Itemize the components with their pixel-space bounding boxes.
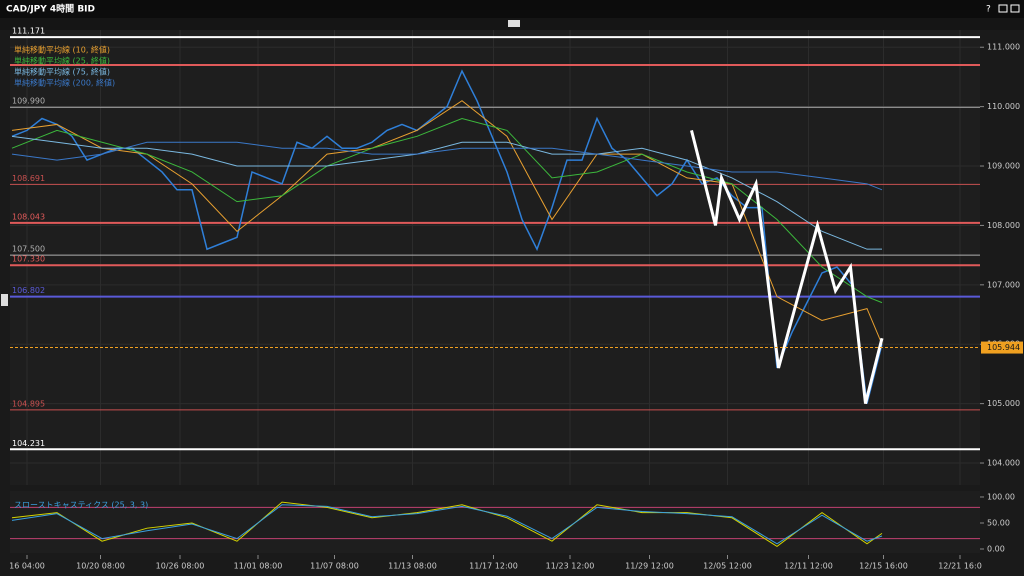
x-tick-label: 11/01 08:00 bbox=[234, 562, 283, 571]
x-tick-label: 11/17 12:00 bbox=[469, 562, 518, 571]
y-tick-label: 107.000 bbox=[987, 280, 1020, 289]
series-line bbox=[11, 117, 883, 304]
window-title: CAD/JPY 4時間 BID bbox=[6, 3, 95, 15]
x-tick-label: 16 04:00 bbox=[9, 562, 45, 571]
y-tick-label: 109.000 bbox=[987, 162, 1020, 171]
help-button[interactable]: ? bbox=[986, 5, 991, 15]
y-tick-label: 50.00 bbox=[987, 518, 1010, 527]
series-line bbox=[11, 504, 883, 545]
x-tick-label: 12/05 12:00 bbox=[703, 562, 752, 571]
zigzag-drawing bbox=[690, 130, 884, 404]
level-label: 104.895 bbox=[12, 399, 45, 408]
title-bar bbox=[0, 0, 1024, 18]
level-label: 107.500 bbox=[12, 245, 45, 254]
level-label: 106.802 bbox=[12, 286, 45, 295]
side-toggle[interactable] bbox=[1, 294, 8, 306]
y-tick-label: 105.000 bbox=[987, 399, 1020, 408]
level-label: 109.990 bbox=[12, 97, 45, 106]
collapse-button[interactable] bbox=[508, 20, 520, 27]
level-label: 108.043 bbox=[12, 212, 45, 221]
x-tick-label: 12/15 16:00 bbox=[859, 562, 908, 571]
legend-entry: 単純移動平均線 (25, 終値) bbox=[14, 56, 110, 66]
y-tick-label: 100.00 bbox=[987, 492, 1015, 501]
legend-entry: 単純移動平均線 (10, 終値) bbox=[14, 45, 110, 55]
sub-plot bbox=[10, 491, 980, 553]
x-tick-label: 12/11 12:00 bbox=[784, 562, 833, 571]
y-tick-label: 0.00 bbox=[987, 544, 1005, 553]
legend-entry: 単純移動平均線 (200, 終値) bbox=[14, 78, 115, 88]
level-label: 108.691 bbox=[12, 174, 45, 183]
x-tick-label: 11/13 08:00 bbox=[388, 562, 437, 571]
legend-entry: 単純移動平均線 (75, 終値) bbox=[14, 67, 110, 77]
close-button[interactable] bbox=[1010, 4, 1020, 13]
y-tick-label: 110.000 bbox=[987, 102, 1020, 111]
level-label: 111.171 bbox=[12, 27, 45, 36]
main-plot bbox=[10, 30, 980, 485]
x-tick-label: 12/21 16:0 bbox=[938, 562, 982, 571]
x-tick-label: 10/26 08:00 bbox=[156, 562, 205, 571]
current-price-box bbox=[981, 341, 1023, 354]
indicator-title: スローストキャスティクス (25, 3, 3) bbox=[14, 501, 148, 510]
series-line bbox=[11, 501, 883, 548]
x-tick-label: 11/23 12:00 bbox=[546, 562, 595, 571]
price-line bbox=[11, 69, 883, 404]
x-tick-label: 11/07 08:00 bbox=[310, 562, 359, 571]
x-tick-label: 10/20 08:00 bbox=[76, 562, 125, 571]
level-label: 104.231 bbox=[12, 439, 45, 448]
y-tick-label: 104.000 bbox=[987, 459, 1020, 468]
y-tick-label: 108.000 bbox=[987, 221, 1020, 230]
series-line bbox=[11, 141, 883, 191]
y-tick-label: 111.000 bbox=[987, 43, 1020, 52]
current-price-label: 105.944 bbox=[987, 343, 1020, 352]
level-label: 107.330 bbox=[12, 255, 45, 264]
x-tick-label: 11/29 12:00 bbox=[625, 562, 674, 571]
series-line bbox=[11, 100, 883, 345]
series-line bbox=[11, 135, 882, 250]
maximize-button[interactable] bbox=[998, 4, 1008, 13]
